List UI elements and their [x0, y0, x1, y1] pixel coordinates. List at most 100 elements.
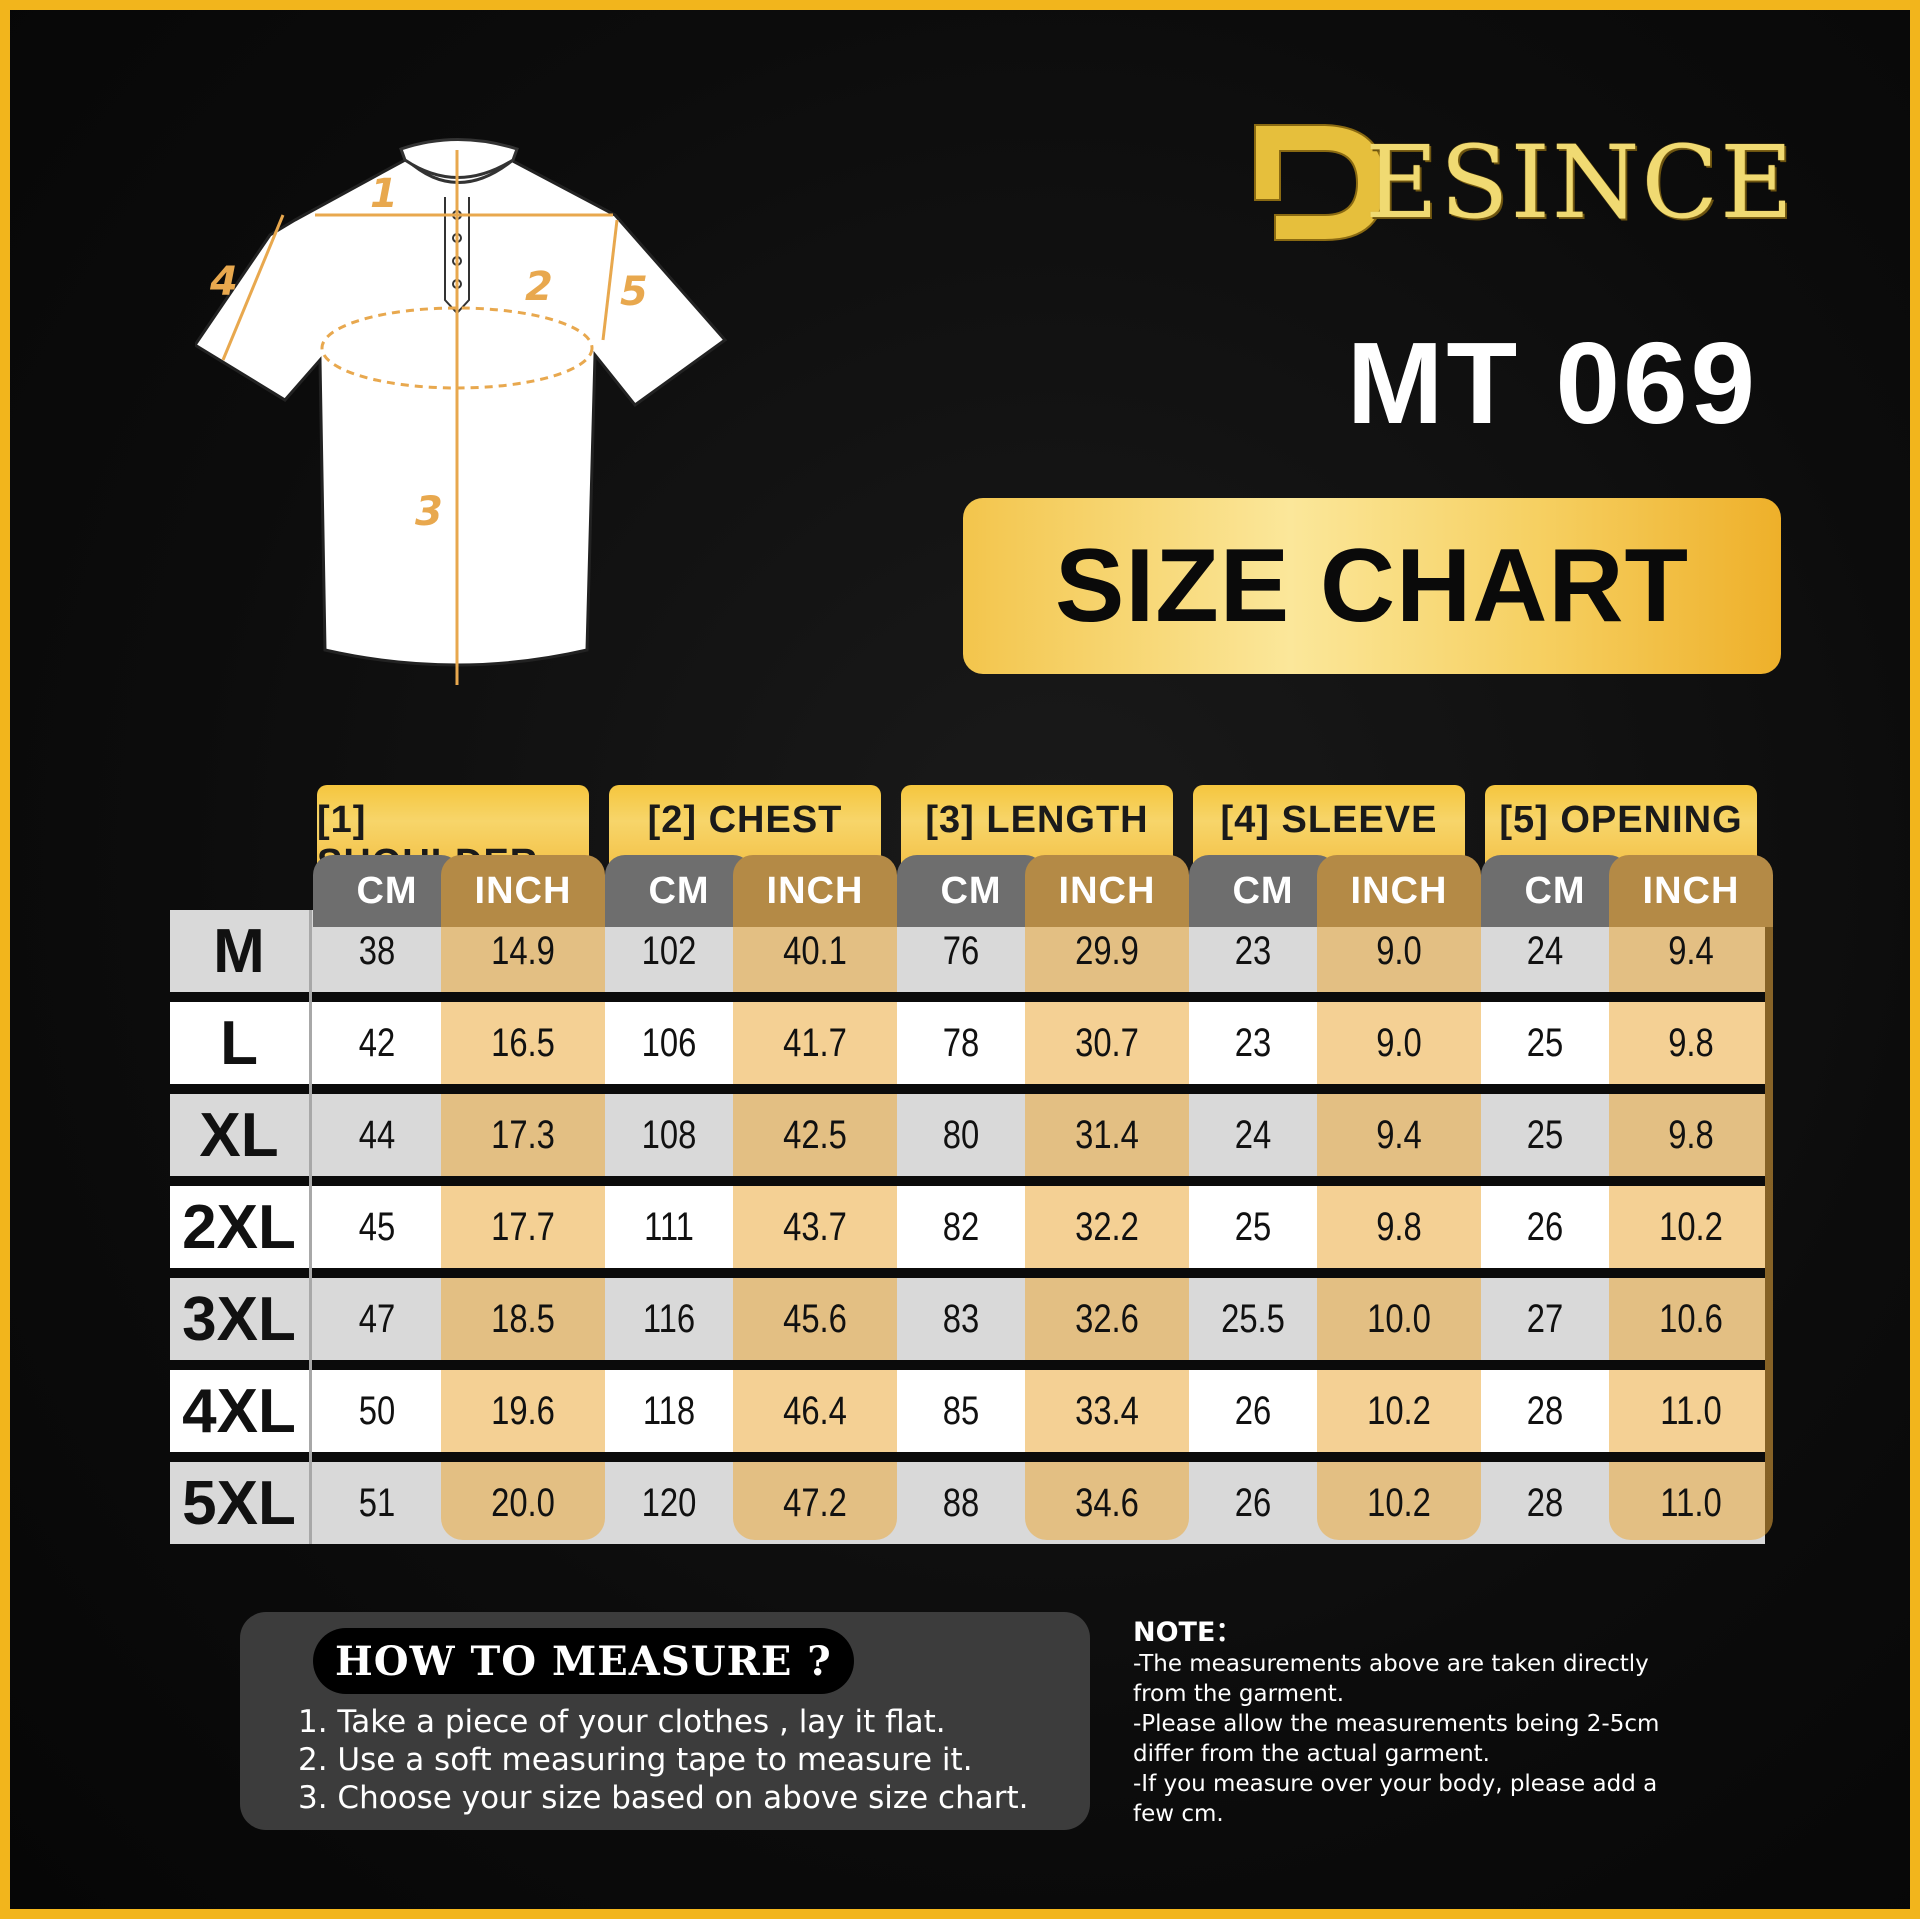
cm-value-cell: 80 [942, 1112, 980, 1157]
row-separator [170, 1176, 1765, 1186]
column-group-header: [5] OPENING [1485, 785, 1757, 865]
unit-header-cm: CM [1481, 855, 1629, 927]
row-separator [170, 992, 1765, 1002]
cm-value-cell: 51 [358, 1480, 396, 1525]
cm-value-cell: 25 [1526, 1020, 1564, 1065]
cm-value-cell: 82 [942, 1204, 980, 1249]
table-row [170, 1186, 1765, 1268]
cm-value-cell: 47 [358, 1296, 396, 1341]
cm-value-cell: 120 [641, 1480, 697, 1525]
cm-value-cell: 42 [358, 1020, 396, 1065]
inch-value-cell: 10.2 [1659, 1204, 1723, 1249]
table-row [170, 1370, 1765, 1452]
cm-value-cell: 23 [1234, 928, 1272, 973]
inch-value-cell: 10.6 [1659, 1296, 1723, 1341]
inch-value-cell: 9.8 [1376, 1204, 1422, 1249]
inch-column-highlight [1025, 910, 1189, 1540]
note-line: few cm. [1133, 1801, 1224, 1827]
inch-value-cell: 34.6 [1075, 1480, 1139, 1525]
row-separator [170, 1452, 1765, 1462]
cm-value-cell: 26 [1234, 1388, 1272, 1433]
unit-header-cm: CM [313, 855, 461, 927]
inch-value-cell: 47.2 [783, 1480, 847, 1525]
inch-value-cell: 16.5 [491, 1020, 555, 1065]
cm-value-cell: 83 [942, 1296, 980, 1341]
inch-value-cell: 42.5 [783, 1112, 847, 1157]
unit-header-cm: CM [897, 855, 1045, 927]
brand-name: ESINCE [1365, 124, 1796, 241]
inch-value-cell: 40.1 [783, 928, 847, 973]
inch-value-cell: 46.4 [783, 1388, 847, 1433]
table-row [170, 1462, 1765, 1544]
cm-value-cell: 50 [358, 1388, 396, 1433]
cm-value-cell: 111 [644, 1204, 694, 1249]
column-group-header: [4] SLEEVE [1193, 785, 1465, 865]
row-separator [170, 1268, 1765, 1278]
unit-header-inch: INCH [441, 855, 605, 927]
cm-value-cell: 106 [641, 1020, 697, 1065]
cm-value-cell: 118 [642, 1388, 696, 1433]
table-row [170, 1094, 1765, 1176]
size-label: 5XL [182, 1468, 296, 1538]
cm-value-cell: 44 [358, 1112, 396, 1157]
cm-value-cell: 85 [942, 1388, 980, 1433]
column-group-header: [2] CHEST [609, 785, 881, 865]
size-label: M [213, 916, 265, 986]
inch-value-cell: 9.4 [1668, 928, 1714, 973]
inch-column-highlight [733, 910, 897, 1540]
column-group-header: [3] LENGTH [901, 785, 1173, 865]
measure-label-1: 1 [370, 171, 398, 217]
cm-value-cell: 28 [1526, 1388, 1564, 1433]
cm-value-cell: 27 [1526, 1296, 1564, 1341]
cm-value-cell: 108 [641, 1112, 697, 1157]
note-block: NOTE： -The measurements above are taken … [1133, 1610, 1733, 1829]
measure-label-5: 5 [620, 269, 648, 315]
cm-value-cell: 26 [1526, 1204, 1564, 1249]
size-column-divider [309, 910, 312, 1544]
brand-logo: ESINCE [1245, 115, 1793, 255]
inch-value-cell: 9.4 [1376, 1112, 1422, 1157]
inch-value-cell: 32.6 [1075, 1296, 1139, 1341]
measure-label-4: 4 [209, 259, 238, 305]
size-chart-title: SIZE CHART [1055, 527, 1689, 644]
column-group-header: [1] SHOULDER [317, 785, 589, 884]
cm-value-cell: 25 [1526, 1112, 1564, 1157]
size-label: L [220, 1008, 258, 1078]
brand-logo-mark [1254, 124, 1387, 241]
cm-value-cell: 38 [358, 928, 396, 973]
note-line: -If you measure over your body, please a… [1133, 1771, 1658, 1797]
note-line: -Please allow the measurements being 2-5… [1133, 1711, 1660, 1737]
cm-value-cell: 24 [1234, 1112, 1272, 1157]
cm-value-cell: 88 [942, 1480, 980, 1525]
cm-value-cell: 45 [358, 1204, 396, 1249]
how-to-measure-step: 3. Choose your size based on above size … [298, 1780, 1029, 1816]
inch-value-cell: 31.4 [1075, 1112, 1139, 1157]
inch-value-cell: 9.0 [1376, 1020, 1422, 1065]
note-line: differ from the actual garment. [1133, 1741, 1490, 1767]
cm-value-cell: 24 [1526, 928, 1564, 973]
table-row [170, 1278, 1765, 1360]
unit-header-inch: INCH [1317, 855, 1481, 927]
row-separator [170, 1360, 1765, 1370]
inch-value-cell: 10.0 [1367, 1296, 1431, 1341]
how-to-measure-panel: HOW TO MEASURE ? 1. Take a piece of your… [240, 1612, 1090, 1830]
note-title: NOTE： [1133, 1617, 1243, 1648]
cm-value-cell: 25.5 [1221, 1296, 1285, 1341]
inch-value-cell: 20.0 [491, 1480, 555, 1525]
row-separator [170, 1084, 1765, 1094]
cm-value-cell: 116 [642, 1296, 696, 1341]
inch-value-cell: 43.7 [783, 1204, 847, 1249]
cm-value-cell: 28 [1526, 1480, 1564, 1525]
unit-header-cm: CM [605, 855, 753, 927]
inch-column-highlight [1317, 910, 1481, 1540]
inch-value-cell: 9.8 [1668, 1112, 1714, 1157]
inch-value-cell: 10.2 [1367, 1480, 1431, 1525]
inch-column-highlight [1609, 910, 1773, 1540]
how-to-measure-step: 2. Use a soft measuring tape to measure … [298, 1742, 973, 1778]
size-label: 4XL [182, 1376, 296, 1446]
inch-value-cell: 33.4 [1075, 1388, 1139, 1433]
shirt-illustration: 1 2 3 4 5 [192, 138, 728, 685]
inch-value-cell: 29.9 [1075, 928, 1139, 973]
inch-value-cell: 14.9 [491, 928, 555, 973]
measure-label-2: 2 [525, 264, 553, 310]
